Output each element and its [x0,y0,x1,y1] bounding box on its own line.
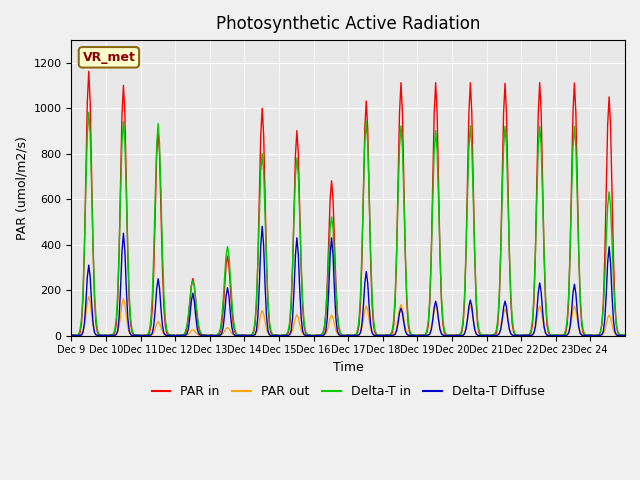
Legend: PAR in, PAR out, Delta-T in, Delta-T Diffuse: PAR in, PAR out, Delta-T in, Delta-T Dif… [147,380,550,403]
Y-axis label: PAR (umol/m2/s): PAR (umol/m2/s) [15,136,28,240]
Title: Photosynthetic Active Radiation: Photosynthetic Active Radiation [216,15,481,33]
X-axis label: Time: Time [333,361,364,374]
Text: VR_met: VR_met [83,51,135,64]
